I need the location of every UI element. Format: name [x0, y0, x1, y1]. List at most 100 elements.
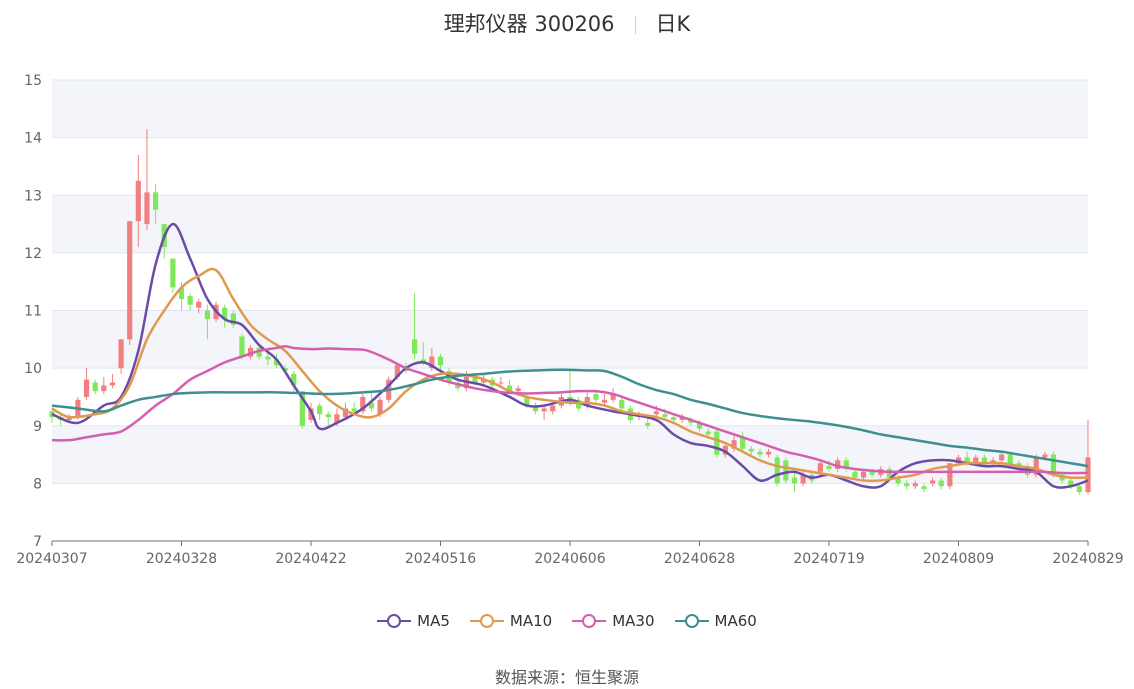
candle-body: [662, 414, 668, 418]
candle-body: [144, 192, 150, 225]
candle-body: [817, 463, 823, 472]
candle-body: [204, 310, 210, 320]
candle-body: [679, 417, 685, 420]
candle-body: [912, 483, 918, 487]
legend-item-ma30[interactable]: MA30: [572, 612, 655, 630]
candle-body: [368, 402, 375, 409]
legend-ma30-marker: [572, 614, 607, 628]
x-tick-label: 20240422: [275, 551, 346, 567]
candle-body: [852, 471, 858, 478]
source-label: 数据来源：: [494, 668, 575, 687]
candle-body: [291, 373, 297, 386]
candle-body: [610, 394, 616, 400]
chart-title: 理邦仪器 300206 日K: [0, 8, 1134, 38]
legend-ma10-marker: [469, 614, 504, 628]
candle-body: [696, 422, 703, 429]
candle-body: [619, 399, 625, 409]
candle-body: [584, 396, 590, 406]
candle-body: [593, 394, 599, 400]
legend-ma5-label: MA5: [417, 612, 450, 630]
candle-body: [705, 431, 711, 435]
x-tick-label: 20240328: [146, 551, 217, 567]
candle-body: [334, 414, 340, 423]
legend-ma5-marker: [377, 614, 412, 628]
candle-body: [904, 483, 910, 487]
stock-name: 理邦仪器 300206: [443, 12, 615, 36]
candle-body: [230, 313, 236, 325]
candle-body: [757, 451, 763, 455]
y-tick-label: 9: [33, 419, 42, 435]
candle-body: [601, 399, 608, 403]
grid-band: [52, 195, 1088, 253]
candle-body: [973, 457, 979, 464]
candle-body: [731, 440, 737, 449]
candlestick-chart: 7 8 9 10 11 12 13 14 15 20240307 20240328 20240422 2…: [16, 73, 1123, 567]
candle-body: [101, 385, 107, 392]
candle-body: [765, 451, 772, 455]
legend-item-ma5[interactable]: MA5: [377, 612, 450, 630]
x-tick-label: 20240628: [664, 551, 735, 567]
legend-item-ma10[interactable]: MA10: [469, 612, 552, 630]
candle-body: [351, 408, 357, 412]
y-tick-label: 11: [24, 304, 42, 320]
candle-body: [135, 180, 141, 222]
y-tick-label: 14: [24, 131, 42, 147]
x-tick-label: 20240606: [534, 551, 605, 567]
y-tick-label: 10: [24, 361, 42, 377]
candle-body: [999, 454, 1005, 461]
title-separator: [634, 16, 636, 34]
ma-line-ma60: [51, 368, 1089, 468]
legend-ma30-label: MA30: [612, 612, 655, 630]
ma-line-ma30: [51, 344, 1089, 475]
candle-body: [109, 382, 116, 386]
data-source: 数据来源：恒生聚源: [0, 664, 1134, 688]
grid-band: [52, 80, 1088, 138]
candle-body: [576, 399, 582, 409]
candle-body: [835, 460, 841, 469]
candle-body: [506, 385, 513, 392]
candle-body: [196, 301, 202, 308]
y-tick-label: 8: [33, 476, 42, 492]
y-tick-label: 7: [33, 534, 42, 550]
candle-body: [92, 382, 98, 392]
candle-body: [1042, 454, 1048, 458]
candle-body: [532, 405, 539, 412]
legend-ma60-label: MA60: [714, 612, 757, 630]
candle-body: [774, 457, 780, 484]
candle-body: [541, 408, 547, 412]
candle-body: [170, 258, 176, 288]
y-tick-label: 13: [24, 188, 42, 204]
candle-body: [645, 422, 651, 426]
candle-body: [722, 445, 728, 455]
candle-body: [412, 339, 418, 354]
x-tick-label: 20240516: [405, 551, 476, 567]
candle-body: [938, 480, 944, 487]
y-tick-label: 15: [24, 73, 42, 89]
x-tick-label: 20240719: [793, 551, 864, 567]
candle-body: [550, 405, 556, 412]
candle-body: [153, 192, 159, 210]
candle-body: [860, 471, 867, 478]
candle-body: [256, 347, 262, 357]
candle-body: [826, 466, 832, 469]
candle-body: [437, 356, 444, 366]
legend-item-ma60[interactable]: MA60: [674, 612, 757, 630]
candle-body: [239, 336, 245, 357]
candle-body: [394, 365, 400, 377]
candle-body: [83, 379, 90, 397]
legend-ma60-marker: [674, 614, 709, 628]
candle-body: [800, 474, 806, 484]
candle-body: [981, 457, 987, 464]
candle-body: [990, 460, 996, 464]
candle-body: [472, 376, 478, 383]
candle-body: [740, 437, 746, 449]
candle-body: [748, 448, 754, 452]
candle-body: [481, 379, 487, 383]
candle-body: [420, 359, 426, 363]
source-value: 恒生聚源: [575, 668, 640, 687]
grid-band: [52, 425, 1088, 484]
y-tick-label: 12: [24, 246, 42, 262]
candle-body: [791, 477, 798, 484]
candle-body: [895, 477, 901, 484]
candle-body: [118, 339, 124, 369]
